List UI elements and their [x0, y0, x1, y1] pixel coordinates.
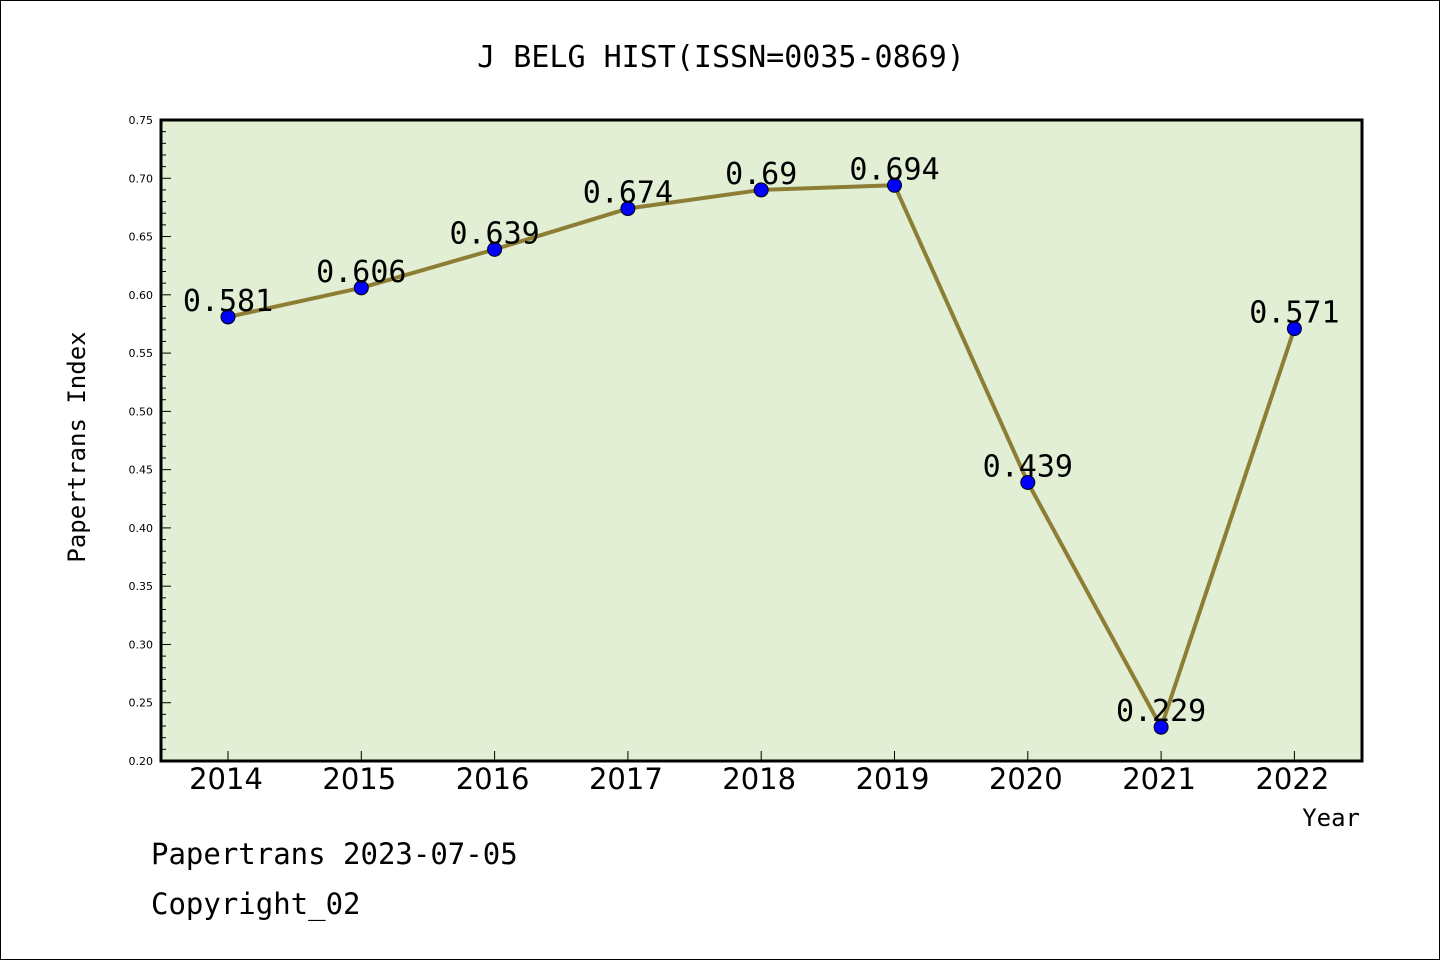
- footer-date: Papertrans 2023-07-05: [151, 837, 518, 871]
- plot-frame: [159, 118, 1364, 763]
- x-tick-label: 2020: [989, 762, 1063, 796]
- data-label: 0.694: [849, 152, 939, 187]
- data-label: 0.581: [183, 284, 273, 319]
- data-point: [487, 241, 503, 257]
- data-label: 0.606: [316, 255, 406, 290]
- x-tick-label: 2019: [856, 762, 930, 796]
- y-tick-label: 0.20: [129, 755, 154, 768]
- data-label: 0.639: [449, 216, 539, 251]
- y-tick-label: 0.30: [129, 638, 154, 651]
- y-tick-label: 0.35: [129, 580, 154, 593]
- data-point: [887, 177, 902, 193]
- data-point: [1153, 719, 1169, 735]
- x-tick-label: 2016: [456, 762, 530, 796]
- y-axis-label: Papertrans Index: [63, 331, 91, 562]
- data-point: [620, 201, 636, 217]
- y-tick-label: 0.45: [129, 464, 154, 477]
- x-axis-label: Year: [1302, 804, 1360, 832]
- y-tick-label: 0.65: [129, 231, 154, 244]
- y-tick-label: 0.60: [129, 289, 154, 302]
- data-label: 0.674: [583, 176, 673, 211]
- data-label: 0.439: [983, 449, 1073, 484]
- data-point: [1020, 474, 1036, 490]
- y-tick-label: 0.55: [129, 347, 154, 360]
- plot-background: [161, 120, 1362, 761]
- x-tick-label: 2021: [1122, 762, 1196, 796]
- y-tick-label: 0.40: [129, 522, 154, 535]
- x-tick-label: 2014: [189, 762, 263, 796]
- data-point: [1286, 321, 1302, 337]
- data-label: 0.571: [1249, 296, 1339, 331]
- x-tick-label: 2015: [322, 762, 396, 796]
- data-label: 0.229: [1116, 694, 1206, 729]
- x-tick-label: 2018: [722, 762, 796, 796]
- data-point: [220, 309, 236, 325]
- plot-area: 0.20 0.25 0.30 0.35 0.40 0.45 0.50 0.55 0.60 0.65…: [129, 114, 1364, 796]
- footer-copyright: Copyright_02: [151, 887, 361, 922]
- y-tick-label: 0.25: [129, 697, 154, 710]
- x-tick-label: 2022: [1255, 762, 1329, 796]
- y-tick-label: 0.50: [129, 405, 154, 418]
- x-tick-label: 2017: [589, 762, 663, 796]
- data-point: [753, 182, 769, 198]
- y-tick-label: 0.70: [129, 172, 154, 185]
- data-label: 0.69: [725, 157, 797, 192]
- chart-title: J BELG HIST(ISSN=0035-0869): [477, 40, 965, 75]
- data-point: [353, 280, 369, 296]
- y-tick-label: 0.75: [129, 114, 154, 127]
